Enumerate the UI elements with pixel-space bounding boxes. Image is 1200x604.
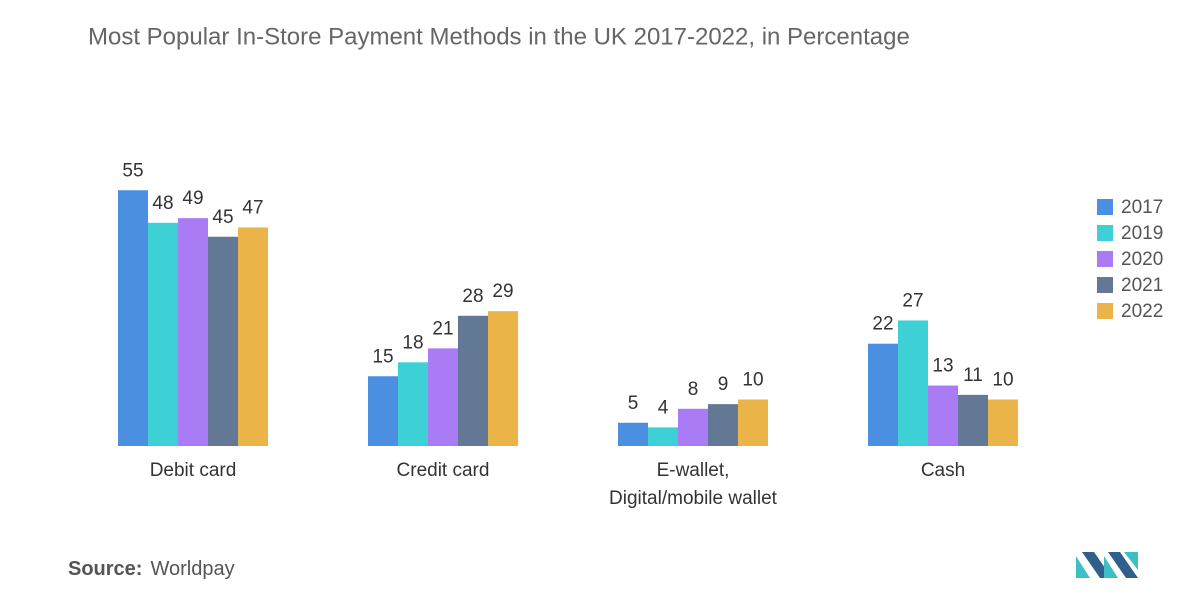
- bar: [148, 222, 178, 446]
- bar: [738, 399, 768, 446]
- value-label: 45: [212, 207, 233, 228]
- legend-swatch: [1097, 225, 1113, 241]
- legend-swatch: [1097, 199, 1113, 215]
- value-label: 13: [932, 356, 953, 377]
- bar: [928, 385, 958, 446]
- chart-title: Most Popular In-Store Payment Methods in…: [88, 23, 910, 50]
- legend-label: 2020: [1121, 249, 1163, 270]
- source-label: Source:: [68, 558, 142, 580]
- legend-label: 2019: [1121, 223, 1163, 244]
- value-label: 18: [402, 332, 423, 353]
- bar: [618, 422, 648, 446]
- bar: [898, 320, 928, 446]
- bar: [708, 404, 738, 446]
- x-tick-label: Debit card: [150, 460, 237, 481]
- value-label: 9: [718, 374, 729, 395]
- value-label: 15: [372, 346, 393, 367]
- value-label: 5: [628, 393, 639, 414]
- bar: [648, 427, 678, 446]
- value-label: 10: [742, 370, 763, 391]
- value-label: 21: [432, 318, 453, 339]
- value-label: 47: [242, 197, 263, 218]
- value-label: 8: [688, 379, 699, 400]
- value-label: 10: [992, 370, 1013, 391]
- bar: [238, 227, 268, 446]
- bar: [458, 315, 488, 446]
- value-label: 55: [122, 160, 143, 181]
- logo: [1076, 552, 1138, 578]
- value-label: 29: [492, 281, 513, 302]
- bar: [428, 348, 458, 446]
- value-label: 11: [963, 365, 983, 386]
- source-name: Worldpay: [150, 558, 234, 580]
- bar: [988, 399, 1018, 446]
- value-label: 27: [902, 290, 923, 311]
- x-tick-label: E-wallet, Digital/mobile wallet: [609, 460, 778, 509]
- value-label: 22: [872, 314, 893, 335]
- legend-label: 2021: [1121, 275, 1163, 296]
- bar: [118, 190, 148, 446]
- legend-swatch: [1097, 277, 1113, 293]
- value-label: 49: [182, 188, 203, 209]
- bar: [868, 343, 898, 446]
- bar: [488, 311, 518, 446]
- value-label: 48: [152, 193, 173, 214]
- x-tick-label: Cash: [921, 460, 965, 481]
- bar: [958, 394, 988, 446]
- legend-swatch: [1097, 303, 1113, 319]
- legend-label: 2017: [1121, 197, 1163, 218]
- value-label: 28: [462, 286, 483, 307]
- x-tick-label: Credit card: [397, 460, 490, 481]
- legend-label: 2022: [1121, 301, 1163, 322]
- source: Source: Worldpay: [68, 558, 235, 580]
- bar: [208, 236, 238, 446]
- bar: [368, 376, 398, 446]
- bar: [178, 218, 208, 446]
- bar: [678, 408, 708, 446]
- bar: [398, 362, 428, 446]
- value-label: 4: [658, 397, 669, 418]
- legend-swatch: [1097, 251, 1113, 267]
